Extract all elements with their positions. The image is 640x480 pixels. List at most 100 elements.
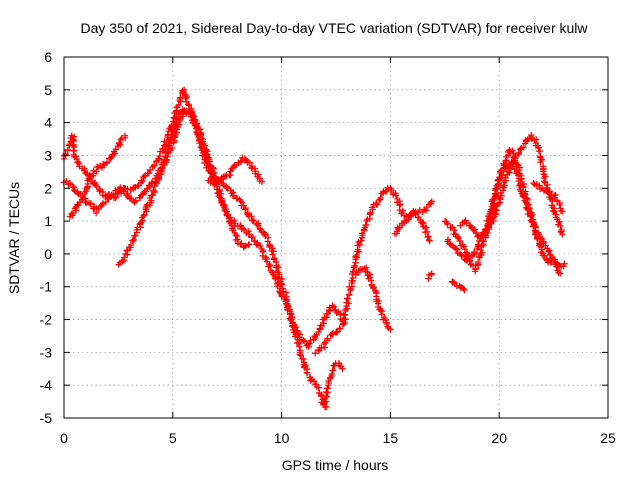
data-point <box>209 164 217 171</box>
data-point <box>423 228 431 236</box>
data-point <box>237 197 244 205</box>
data-point <box>550 256 557 263</box>
data-point <box>177 94 184 102</box>
y-tick-label: 6 <box>44 49 52 65</box>
data-point <box>79 194 87 202</box>
data-point <box>120 254 128 261</box>
data-point <box>311 350 319 357</box>
data-point <box>509 147 516 154</box>
data-point <box>530 179 537 187</box>
data-point <box>537 158 544 166</box>
data-point <box>248 164 255 171</box>
data-point <box>117 136 124 143</box>
data-point <box>428 270 435 277</box>
y-tick-label: 4 <box>44 115 52 131</box>
data-point <box>561 260 568 267</box>
data-point <box>552 191 559 199</box>
y-axis-label: SDTVAR / TECUs <box>6 182 22 294</box>
data-point <box>344 295 351 302</box>
data-point <box>233 194 240 202</box>
data-point <box>103 158 111 166</box>
data-point <box>419 220 426 227</box>
data-point <box>329 330 337 337</box>
data-point <box>269 251 276 258</box>
data-point <box>485 220 492 227</box>
y-tick-labels: -5 -4 -3 -2 -1 0 1 2 3 4 5 6 <box>40 49 53 426</box>
data-point <box>345 300 352 307</box>
data-point <box>153 180 161 188</box>
data-point <box>93 168 100 175</box>
data-point <box>254 222 262 229</box>
data-point <box>461 245 468 253</box>
data-point <box>151 162 158 169</box>
data-point <box>497 196 504 203</box>
data-point <box>293 323 300 331</box>
plot-frame <box>63 56 609 419</box>
data-point <box>444 220 451 227</box>
data-point <box>345 291 353 298</box>
data-point <box>549 207 557 214</box>
data-point <box>315 384 322 391</box>
data-point <box>141 172 149 180</box>
data-point <box>535 231 543 238</box>
y-tick-label: -4 <box>40 377 53 393</box>
data-point <box>123 247 130 255</box>
data-point <box>304 341 312 348</box>
data-point <box>190 116 198 123</box>
data-point <box>246 159 254 166</box>
data-point <box>112 146 120 153</box>
data-point <box>323 388 330 396</box>
data-point <box>121 132 129 139</box>
data-point <box>556 201 563 208</box>
data-point <box>498 172 506 179</box>
data-point <box>428 198 435 205</box>
data-point <box>458 252 465 259</box>
data-markers <box>60 86 568 411</box>
data-point <box>456 237 464 245</box>
y-tick-label: -2 <box>40 312 53 328</box>
data-point <box>127 241 135 249</box>
x-tick-labels: 0 5 10 15 20 25 <box>60 430 616 446</box>
data-point <box>353 252 360 260</box>
data-point <box>201 142 208 149</box>
data-point <box>206 163 214 170</box>
data-point <box>372 199 380 207</box>
x-tick-label: 25 <box>600 430 616 446</box>
y-tick-label: -5 <box>40 410 53 426</box>
data-point <box>230 163 238 170</box>
data-point <box>237 240 244 248</box>
data-point <box>502 157 509 165</box>
data-point <box>182 94 189 102</box>
data-point <box>150 186 157 194</box>
data-point <box>289 322 296 329</box>
data-point <box>141 211 148 219</box>
data-point <box>320 340 328 348</box>
data-point <box>356 241 363 249</box>
data-point <box>405 212 413 219</box>
data-point <box>367 274 374 281</box>
data-point <box>221 202 229 210</box>
data-point <box>512 152 519 160</box>
data-point <box>301 338 309 345</box>
data-point <box>367 277 375 284</box>
data-point <box>252 170 259 177</box>
data-point <box>279 285 286 292</box>
data-point <box>71 205 79 212</box>
data-point <box>214 178 222 185</box>
data-point <box>164 153 171 161</box>
data-point <box>307 337 314 344</box>
y-tick-label: 1 <box>44 213 52 229</box>
data-point <box>132 232 139 240</box>
data-point <box>378 311 385 318</box>
data-point <box>253 220 260 228</box>
data-point <box>501 182 508 189</box>
data-point <box>324 384 331 392</box>
data-point <box>474 258 482 266</box>
data-point <box>171 133 178 140</box>
data-point <box>538 156 545 163</box>
data-point <box>116 139 123 147</box>
y-tick-label: -1 <box>40 279 53 295</box>
data-point <box>336 325 344 332</box>
data-point <box>134 182 142 190</box>
data-point <box>148 192 155 199</box>
